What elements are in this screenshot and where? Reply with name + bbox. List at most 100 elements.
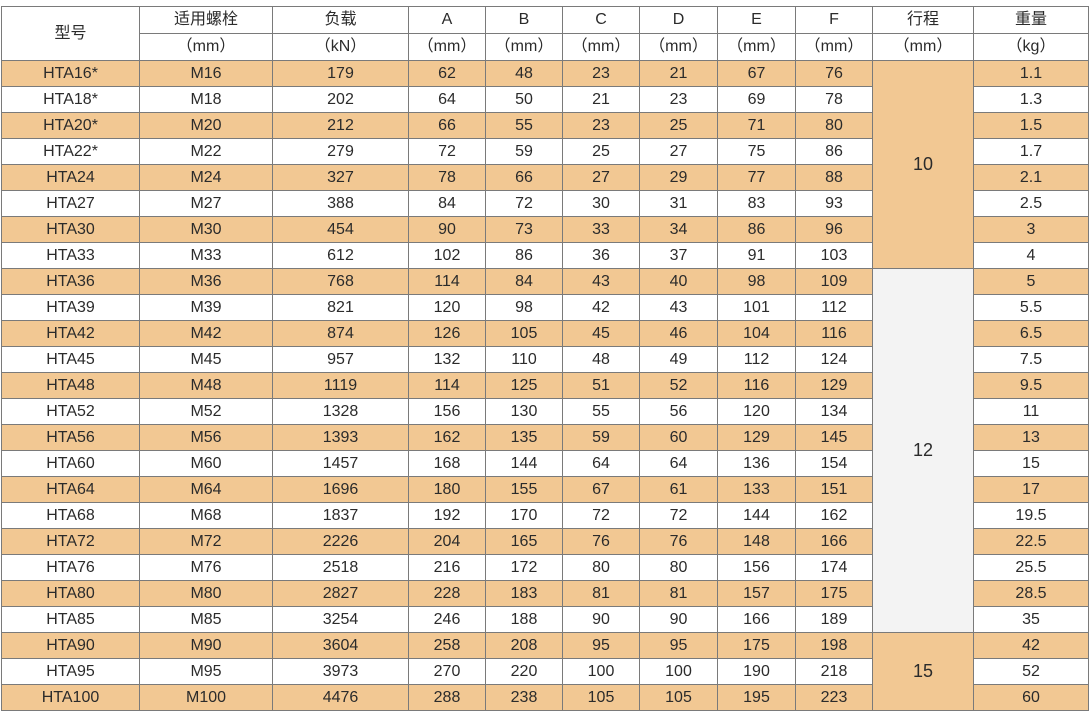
cell-c: 64	[562, 450, 640, 477]
cell-d: 23	[639, 86, 718, 113]
cell-load: 4476	[272, 684, 409, 711]
cell-b: 144	[485, 450, 563, 477]
cell-a: 156	[408, 398, 486, 425]
cell-weight: 60	[973, 684, 1089, 711]
header-c: C	[562, 6, 640, 34]
cell-model: HTA64	[1, 476, 140, 503]
unit-stroke: （mm）	[872, 33, 974, 61]
cell-d: 60	[639, 424, 718, 451]
cell-model: HTA85	[1, 606, 140, 633]
cell-c: 33	[562, 216, 640, 243]
cell-weight: 25.5	[973, 554, 1089, 581]
cell-bolt: M60	[139, 450, 273, 477]
table-row: HTA95 M95 3973 270 220 100 100 190 218 52	[1, 658, 1089, 685]
unit-e: （mm）	[717, 33, 796, 61]
cell-bolt: M24	[139, 164, 273, 191]
cell-weight: 17	[973, 476, 1089, 503]
cell-bolt: M72	[139, 528, 273, 555]
table-row: HTA85 M85 3254 246 188 90 90 166 189 35	[1, 606, 1089, 633]
cell-e: 86	[717, 216, 796, 243]
cell-e: 129	[717, 424, 796, 451]
cell-f: 134	[795, 398, 873, 425]
cell-weight: 9.5	[973, 372, 1089, 399]
cell-stroke: 10	[872, 60, 974, 269]
cell-f: 162	[795, 502, 873, 529]
header-b: B	[485, 6, 563, 34]
table-row: HTA72 M72 2226 204 165 76 76 148 166 22.5	[1, 528, 1089, 555]
cell-weight: 7.5	[973, 346, 1089, 373]
cell-bolt: M42	[139, 320, 273, 347]
cell-c: 23	[562, 60, 640, 87]
cell-d: 46	[639, 320, 718, 347]
cell-a: 90	[408, 216, 486, 243]
cell-c: 30	[562, 190, 640, 217]
table-row: HTA90 M90 3604 258 208 95 95 175 198 15 42	[1, 632, 1089, 711]
cell-load: 388	[272, 190, 409, 217]
table-row: HTA52 M52 1328 156 130 55 56 120 134 11	[1, 398, 1089, 425]
cell-f: 198	[795, 632, 873, 659]
cell-weight: 1.1	[973, 60, 1089, 87]
cell-c: 27	[562, 164, 640, 191]
cell-b: 238	[485, 684, 563, 711]
cell-e: 195	[717, 684, 796, 711]
cell-c: 23	[562, 112, 640, 139]
cell-b: 84	[485, 268, 563, 295]
cell-e: 77	[717, 164, 796, 191]
cell-d: 72	[639, 502, 718, 529]
cell-model: HTA22*	[1, 138, 140, 165]
cell-weight: 42	[973, 632, 1089, 659]
cell-b: 220	[485, 658, 563, 685]
cell-model: HTA30	[1, 216, 140, 243]
cell-d: 90	[639, 606, 718, 633]
cell-weight: 1.3	[973, 86, 1089, 113]
table-body: HTA16* M16 179 62 48 23 21 67 76 10 1.1 HTA18* M18 20…	[1, 60, 1089, 711]
cell-d: 76	[639, 528, 718, 555]
cell-bolt: M33	[139, 242, 273, 269]
cell-b: 66	[485, 164, 563, 191]
cell-load: 3254	[272, 606, 409, 633]
cell-a: 120	[408, 294, 486, 321]
cell-load: 327	[272, 164, 409, 191]
cell-weight: 52	[973, 658, 1089, 685]
cell-load: 821	[272, 294, 409, 321]
cell-f: 78	[795, 86, 873, 113]
cell-load: 612	[272, 242, 409, 269]
table-row: HTA56 M56 1393 162 135 59 60 129 145 13	[1, 424, 1089, 451]
cell-model: HTA48	[1, 372, 140, 399]
cell-bolt: M90	[139, 632, 273, 659]
cell-load: 2827	[272, 580, 409, 607]
cell-c: 72	[562, 502, 640, 529]
cell-bolt: M18	[139, 86, 273, 113]
cell-stroke: 12	[872, 268, 974, 633]
cell-d: 29	[639, 164, 718, 191]
cell-weight: 35	[973, 606, 1089, 633]
cell-bolt: M100	[139, 684, 273, 711]
cell-c: 51	[562, 372, 640, 399]
table-header: 型号 适用螺栓 负载 A B C D E F 行程 重量 （mm） （kN） （…	[1, 6, 1089, 61]
cell-load: 2518	[272, 554, 409, 581]
cell-model: HTA68	[1, 502, 140, 529]
cell-f: 76	[795, 60, 873, 87]
cell-b: 135	[485, 424, 563, 451]
cell-f: 174	[795, 554, 873, 581]
cell-bolt: M52	[139, 398, 273, 425]
unit-bolt: （mm）	[139, 33, 273, 61]
table-row: HTA68 M68 1837 192 170 72 72 144 162 19.5	[1, 502, 1089, 529]
cell-b: 125	[485, 372, 563, 399]
cell-f: 96	[795, 216, 873, 243]
cell-a: 162	[408, 424, 486, 451]
cell-d: 37	[639, 242, 718, 269]
table-row: HTA36 M36 768 114 84 43 40 98 109 12 5	[1, 268, 1089, 633]
cell-model: HTA20*	[1, 112, 140, 139]
cell-f: 80	[795, 112, 873, 139]
cell-bolt: M80	[139, 580, 273, 607]
unit-b: （mm）	[485, 33, 563, 61]
cell-e: 148	[717, 528, 796, 555]
cell-b: 48	[485, 60, 563, 87]
cell-a: 192	[408, 502, 486, 529]
cell-weight: 5.5	[973, 294, 1089, 321]
cell-load: 957	[272, 346, 409, 373]
cell-e: 112	[717, 346, 796, 373]
cell-load: 212	[272, 112, 409, 139]
cell-e: 104	[717, 320, 796, 347]
